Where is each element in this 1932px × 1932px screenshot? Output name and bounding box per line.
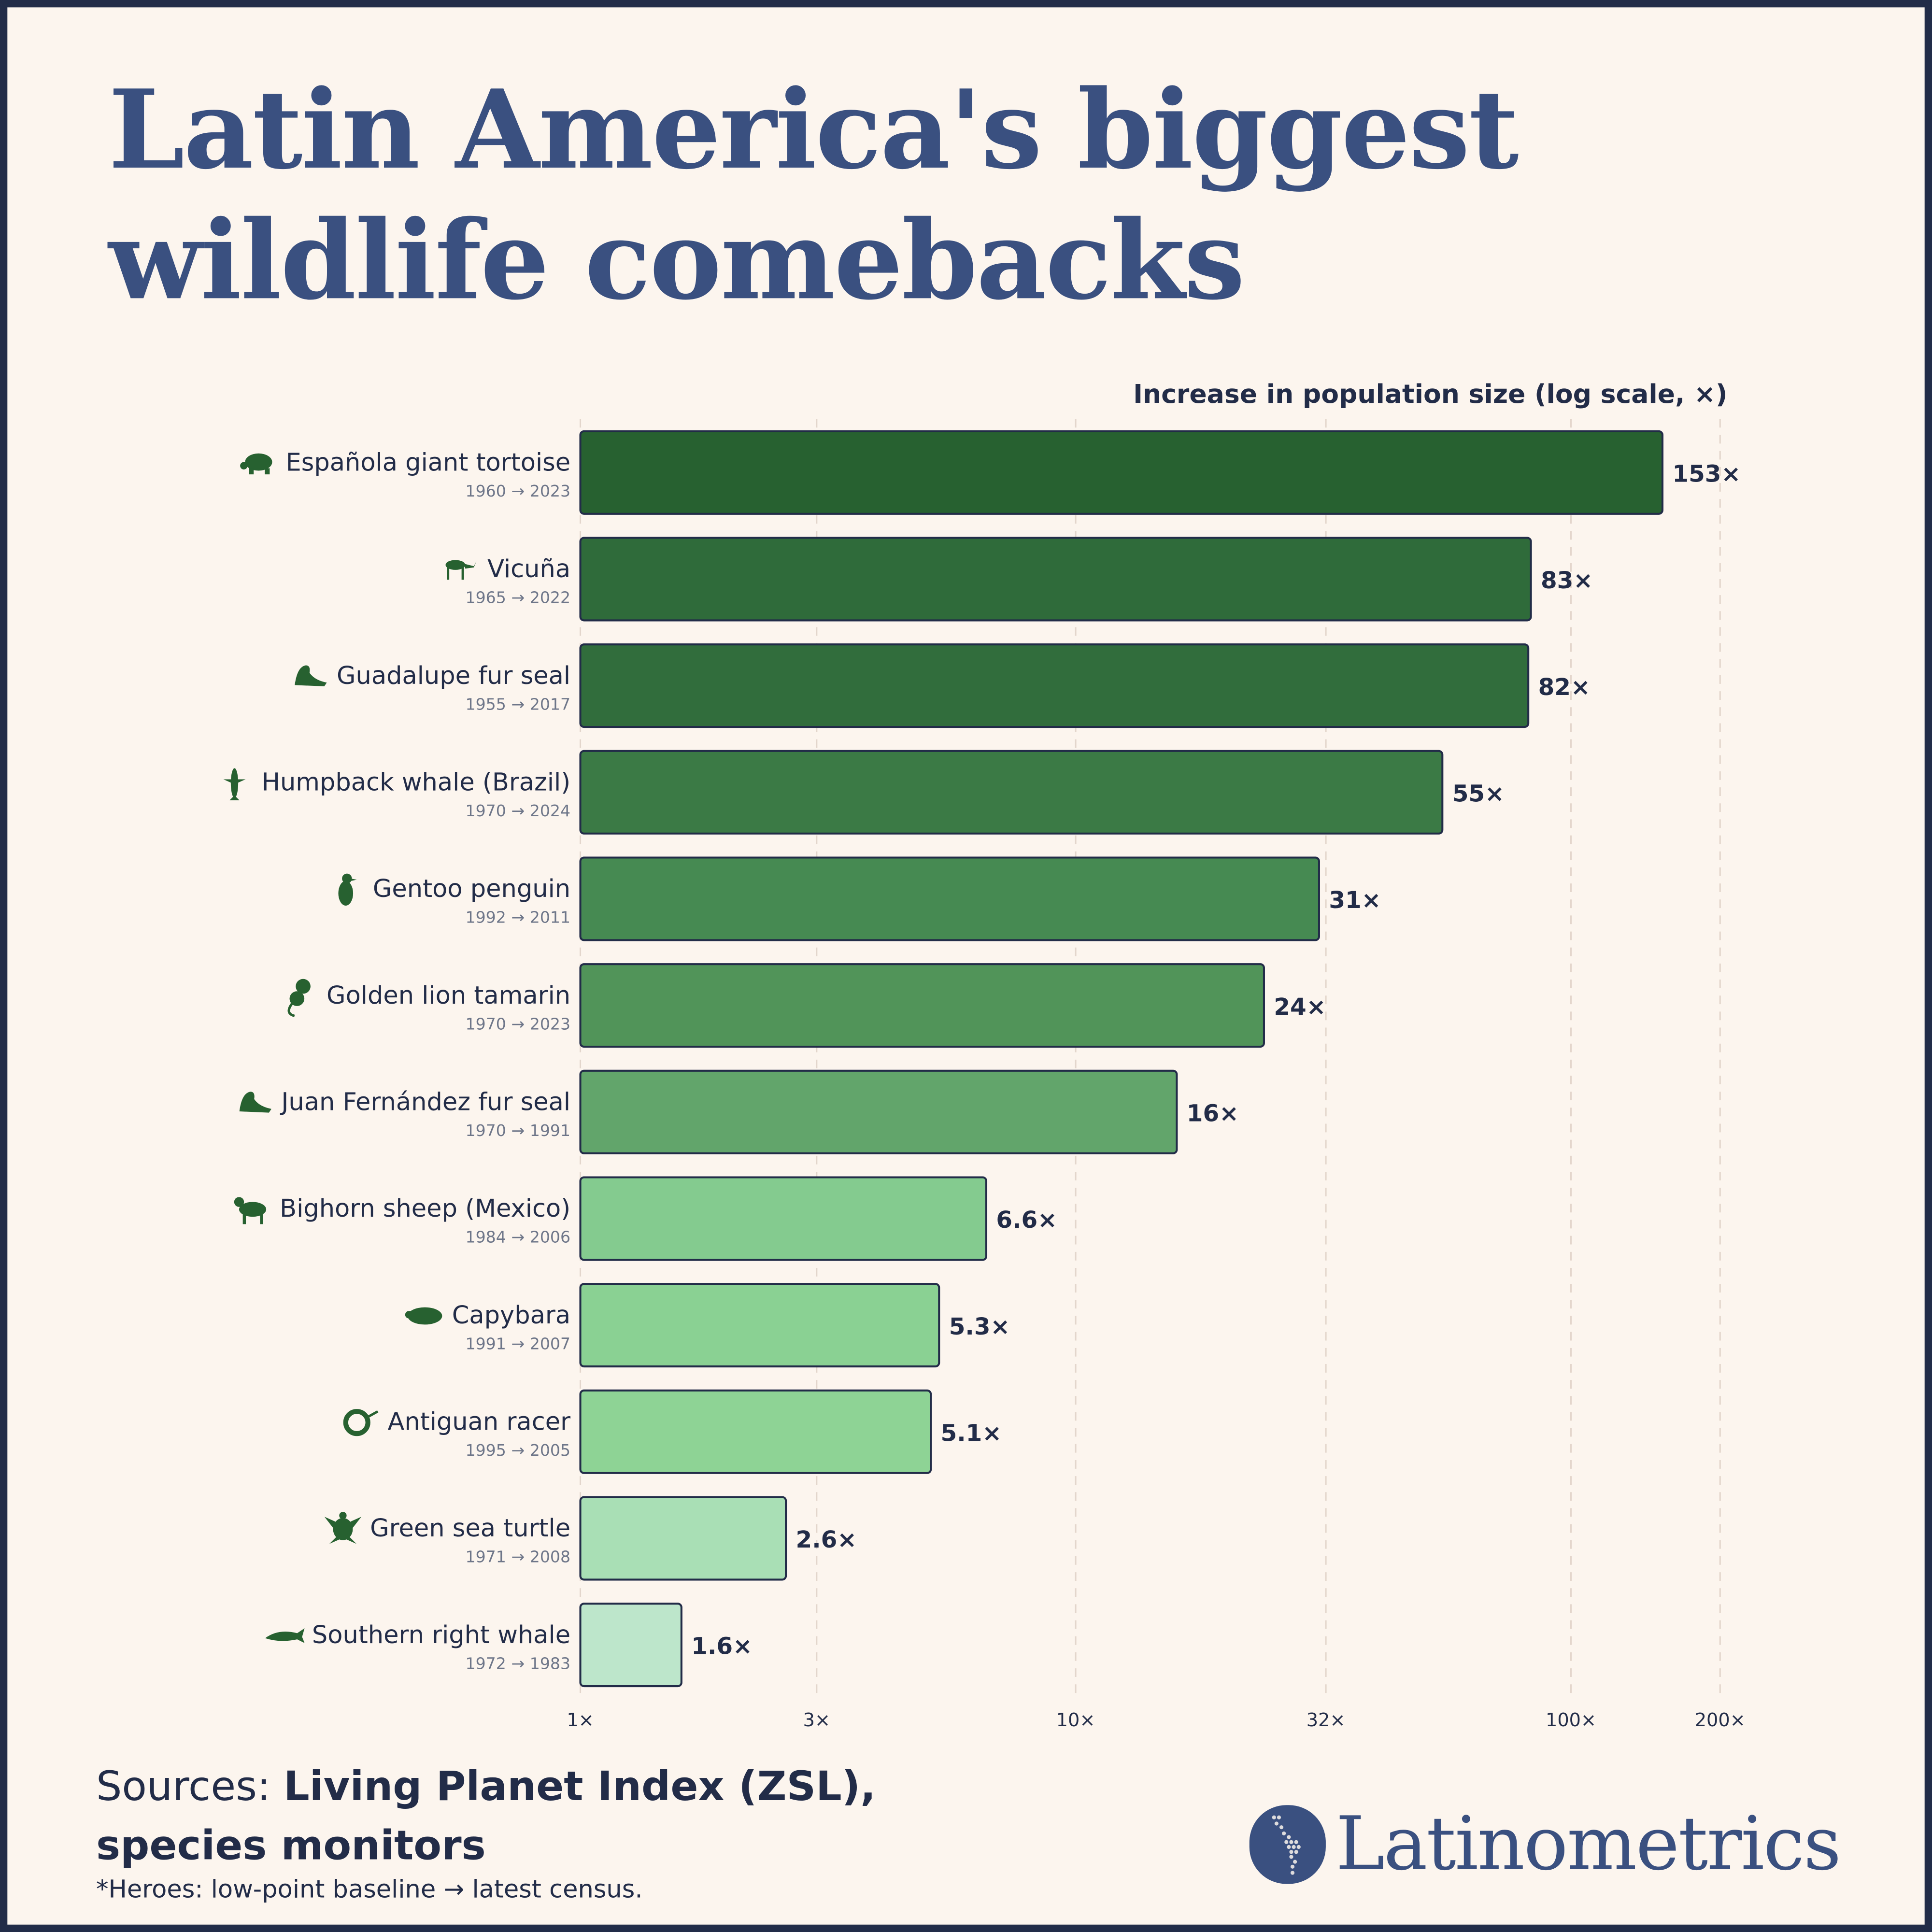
- chart-title: Latin America's biggest wildlife comebac…: [108, 64, 1519, 326]
- capybara-icon: [405, 1307, 442, 1325]
- period-label: 1955 → 2017: [465, 695, 570, 713]
- period-label: 1970 → 1991: [465, 1121, 570, 1140]
- category-label: Gentoo penguin: [373, 875, 570, 903]
- period-label: 1995 → 2005: [465, 1441, 570, 1460]
- bar: [579, 537, 1532, 622]
- value-label: 5.1×: [941, 1420, 1002, 1447]
- value-label: 24×: [1274, 994, 1326, 1021]
- x-tick-label: 1×: [567, 1709, 594, 1731]
- penguin-icon: [338, 873, 357, 906]
- vicuna-icon: [445, 560, 477, 580]
- bar: [579, 643, 1530, 728]
- x-tick-label: 32×: [1307, 1709, 1346, 1731]
- bar: [579, 1389, 932, 1474]
- latin-america-map-icon: [1249, 1805, 1326, 1884]
- period-label: 1984 → 2006: [465, 1228, 570, 1247]
- value-label: 153×: [1672, 460, 1741, 487]
- brand-logo: Latinometrics: [1249, 1801, 1841, 1888]
- snake-icon: [343, 1409, 379, 1436]
- x-tick-label: 3×: [803, 1709, 830, 1731]
- sea-turtle-icon: [324, 1512, 362, 1544]
- sources-text: Living Planet Index (ZSL), species monit…: [96, 1762, 876, 1869]
- period-label: 1971 → 2008: [465, 1548, 570, 1566]
- value-label: 5.3×: [949, 1313, 1010, 1340]
- category-label: Green sea turtle: [370, 1514, 570, 1543]
- sources: Sources: Living Planet Index (ZSL), spec…: [96, 1757, 959, 1875]
- period-label: 1970 → 2023: [465, 1014, 570, 1033]
- category-label: Guadalupe fur seal: [337, 662, 570, 690]
- value-label: 2.6×: [796, 1526, 856, 1553]
- category-label: Capybara: [452, 1301, 570, 1330]
- bar: [579, 1603, 682, 1688]
- x-tick-label: 100×: [1546, 1709, 1596, 1731]
- bar: [579, 1496, 787, 1581]
- brand-name: Latinometrics: [1335, 1801, 1841, 1888]
- period-label: 1992 → 2011: [465, 908, 570, 927]
- category-label: Humpback whale (Brazil): [262, 768, 571, 796]
- category-label: Juan Fernández fur seal: [280, 1088, 570, 1116]
- sheep-icon: [234, 1197, 267, 1224]
- fur-seal-icon: [239, 1092, 271, 1113]
- value-label: 16×: [1187, 1100, 1239, 1127]
- bar: [579, 1176, 988, 1261]
- bar: [579, 430, 1663, 515]
- category-label: Golden lion tamarin: [327, 981, 570, 1010]
- value-label: 82×: [1538, 674, 1591, 701]
- footnote: *Heroes: low-point baseline → latest cen…: [96, 1874, 643, 1904]
- category-label: Vicuña: [487, 555, 570, 583]
- fur-seal-icon: [295, 665, 327, 686]
- period-label: 1991 → 2007: [465, 1334, 570, 1353]
- value-label: 83×: [1541, 567, 1593, 594]
- tortoise-icon: [240, 453, 272, 475]
- period-label: 1960 → 2023: [465, 482, 570, 500]
- bar: [579, 1069, 1178, 1154]
- value-label: 6.6×: [996, 1207, 1057, 1234]
- x-axis-title: Increase in population size (log scale, …: [1133, 379, 1728, 409]
- sources-prefix: Sources:: [96, 1762, 284, 1810]
- right-whale-icon: [265, 1628, 305, 1643]
- value-label: 1.6×: [691, 1633, 752, 1660]
- category-label: Antiguan racer: [388, 1407, 571, 1436]
- bar: [579, 963, 1265, 1048]
- whale-icon: [223, 768, 246, 800]
- value-label: 31×: [1329, 887, 1381, 914]
- category-label: Española giant tortoise: [286, 448, 571, 477]
- x-tick-label: 10×: [1056, 1709, 1095, 1731]
- bar: [579, 1283, 940, 1368]
- period-label: 1970 → 2024: [465, 801, 570, 820]
- bar: [579, 750, 1444, 835]
- period-label: 1972 → 1983: [465, 1654, 570, 1673]
- title-line-1: Latin America's biggest: [108, 65, 1519, 194]
- category-label: Bighorn sheep (Mexico): [280, 1194, 570, 1223]
- tamarin-icon: [287, 979, 311, 1017]
- value-label: 55×: [1452, 780, 1505, 807]
- title-line-2: wildlife comebacks: [108, 196, 1245, 324]
- period-label: 1965 → 2022: [465, 588, 570, 607]
- bar: [579, 856, 1320, 941]
- x-tick-label: 200×: [1695, 1709, 1746, 1731]
- category-label: Southern right whale: [312, 1621, 570, 1649]
